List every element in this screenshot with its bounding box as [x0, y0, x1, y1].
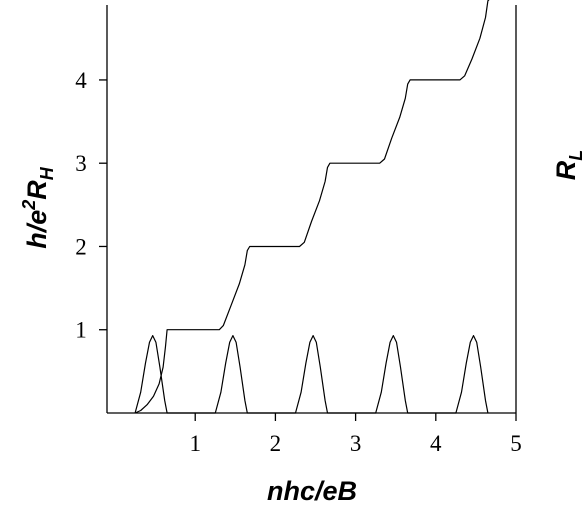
svg-text:h/e2RH: h/e2RH [19, 166, 57, 249]
y-tick-label: 3 [75, 151, 87, 176]
y-axis-title-right: RL [551, 150, 586, 181]
y-tick-label: 4 [75, 68, 87, 93]
x-tick-label: 4 [430, 431, 442, 456]
y-tick-label: 1 [75, 318, 87, 343]
x-tick-label: 2 [270, 431, 282, 456]
x-axis-title: nhc/eB [267, 476, 357, 506]
series-group [134, 0, 490, 414]
y-axis-title-left: h/e2RH [19, 166, 57, 249]
x-tick-label: 3 [350, 431, 362, 456]
longitudinal-resistance-line [134, 335, 489, 414]
y-tick-label: 2 [75, 234, 87, 259]
hall-resistance-line [134, 0, 490, 414]
tick-group: 1 2 3 4 5 1 2 3 4 [75, 68, 522, 456]
x-tick-label: 1 [189, 431, 201, 456]
x-tick-label: 5 [510, 431, 522, 456]
svg-text:RL: RL [551, 150, 586, 181]
